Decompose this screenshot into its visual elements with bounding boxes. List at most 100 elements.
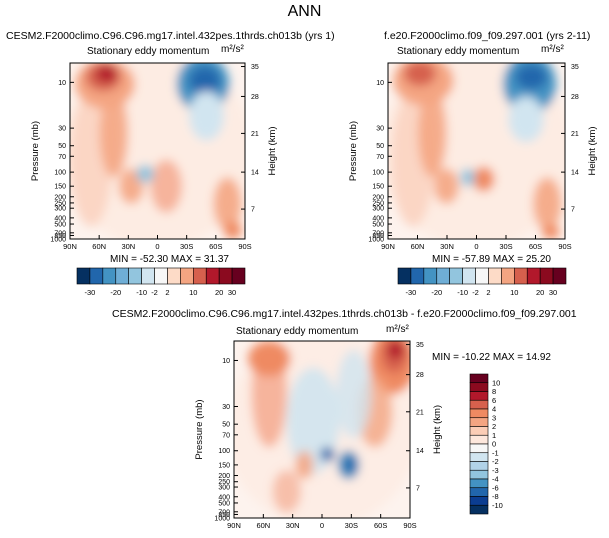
colorbar-label: -3 [492,466,499,475]
pressure-tick-label: 50 [376,143,384,150]
pressure-tick-label: 300 [218,485,230,492]
panel2-subtitle: Stationary eddy momentum [397,46,520,57]
panel-3: 90N 60N 30N 0 30S 60S 90S103050701001502002503… [194,340,443,530]
panel-2-feature-12 [533,177,562,231]
pressure-tick-label: 100 [372,170,384,177]
pressure-tick-label: 400 [218,494,230,501]
panel-1-field [70,63,245,239]
colorbar-label: 2 [486,288,490,297]
colorbar-cell [397,267,412,285]
panel-2-feature-7 [434,168,459,204]
x-tick-label: 90S [403,521,416,530]
colorbar-label: -10 [492,501,503,510]
colorbar-cell [469,417,489,427]
pressure-tick-label: 250 [372,200,384,207]
colorbar-cell [469,382,489,392]
x-tick-label: 0 [474,242,478,251]
pressure-tick-label: 30 [376,126,384,133]
panel-1-feature-5 [96,64,118,83]
height-tick-label: 21 [251,131,259,138]
colorbar-cell [102,267,117,285]
colorbar-label: -2 [492,457,499,466]
x-tick-label: 90S [558,242,571,251]
panel-1-feature-14 [224,221,242,239]
colorbar-cell [128,267,142,285]
pressure-tick-label: 100 [218,448,230,455]
x-tick-label: 60S [209,242,222,251]
height-tick-label: 14 [251,170,259,177]
panel1-stats: MIN = -52.30 MAX = 31.37 [110,254,229,265]
panel3-stats: MIN = -10.22 MAX = 14.92 [432,352,551,363]
colorbar-1: -30 -20 -10 -2 2 10 20 30 [76,267,246,297]
panel3-title: CESM2.F2000climo.C96.C96.mg17.intel.432p… [112,308,577,320]
pressure-tick-label: 10 [222,358,230,365]
colorbar-label: 0 [492,440,496,449]
y-axis-label: Pressure (mb) [30,121,41,181]
colorbar-label: -30 [85,288,96,297]
panel-3-feature-11 [344,456,357,474]
pressure-tick-label: 850 [218,512,230,519]
panel2-units: m²/s² [541,44,564,55]
height-tick-label: 7 [416,485,420,492]
colorbar-cell [469,399,489,410]
colorbar-label: 3 [492,413,496,422]
colorbar-cell [501,267,515,285]
height-tick-label: 7 [251,207,255,214]
panel-2-feature-13 [541,224,560,239]
panel2-title: f.e20.F2000climo.f09_f09.297.001 (yrs 2-… [384,30,591,42]
pressure-tick-label: 150 [372,184,384,191]
panel-2-feature-5 [418,89,447,178]
colorbar-label: 30 [549,288,557,297]
pressure-tick-label: 200 [372,194,384,201]
colorbar-label: -6 [492,483,499,492]
pressure-tick-label: 850 [54,233,66,240]
x-tick-label: 30N [440,242,454,251]
panel-1-feature-9 [136,165,154,183]
colorbar-cell [218,267,233,285]
panel-3-feature-9 [336,349,372,439]
height-tick-label: 21 [416,409,424,416]
y2-axis-label: Height (km) [432,405,443,454]
height-tick-label: 28 [571,94,579,101]
x-tick-label: 60N [411,242,425,251]
pressure-tick-label: 1000 [214,516,230,523]
pressure-tick-label: 70 [222,432,230,439]
height-tick-label: 35 [571,64,579,71]
page-title: ANN [287,3,322,20]
panel-2-feature-8 [460,168,475,187]
colorbar-label: 6 [492,396,496,405]
y-axis-label: Pressure (mb) [194,399,205,459]
pressure-tick-label: 300 [54,206,66,213]
colorbar-label: -20 [431,288,442,297]
panel1-subtitle: Stationary eddy momentum [87,46,210,57]
colorbar-cell [76,267,91,285]
colorbar-cell [469,373,489,384]
colorbar-2: -30 -20 -10 -2 2 10 20 30 [397,267,567,297]
x-tick-label: 60S [374,521,387,530]
pressure-tick-label: 50 [58,143,66,150]
colorbar-cell [423,267,438,285]
colorbar-cell [469,391,489,401]
colorbar-label: -8 [492,492,499,501]
x-tick-label: 0 [155,242,159,251]
height-tick-label: 35 [416,342,424,349]
colorbar-cell [115,267,129,285]
x-tick-label: 30N [286,521,300,530]
x-tick-label: 30S [180,242,193,251]
pressure-tick-label: 500 [54,222,66,229]
x-tick-label: 30S [499,242,512,251]
colorbar-label: 30 [228,288,236,297]
x-tick-label: 90N [63,242,77,251]
colorbar-label: 8 [492,387,496,396]
panel-2-feature-11 [508,96,544,143]
pressure-tick-label: 700 [372,230,384,237]
x-tick-label: 60S [529,242,542,251]
pressure-tick-label: 10 [376,80,384,87]
colorbar-label: 10 [492,378,500,387]
pressure-tick-label: 70 [376,154,384,161]
colorbar-cell [436,267,450,285]
panel-3-feature-13 [295,450,314,480]
colorbar-label: 20 [215,288,223,297]
